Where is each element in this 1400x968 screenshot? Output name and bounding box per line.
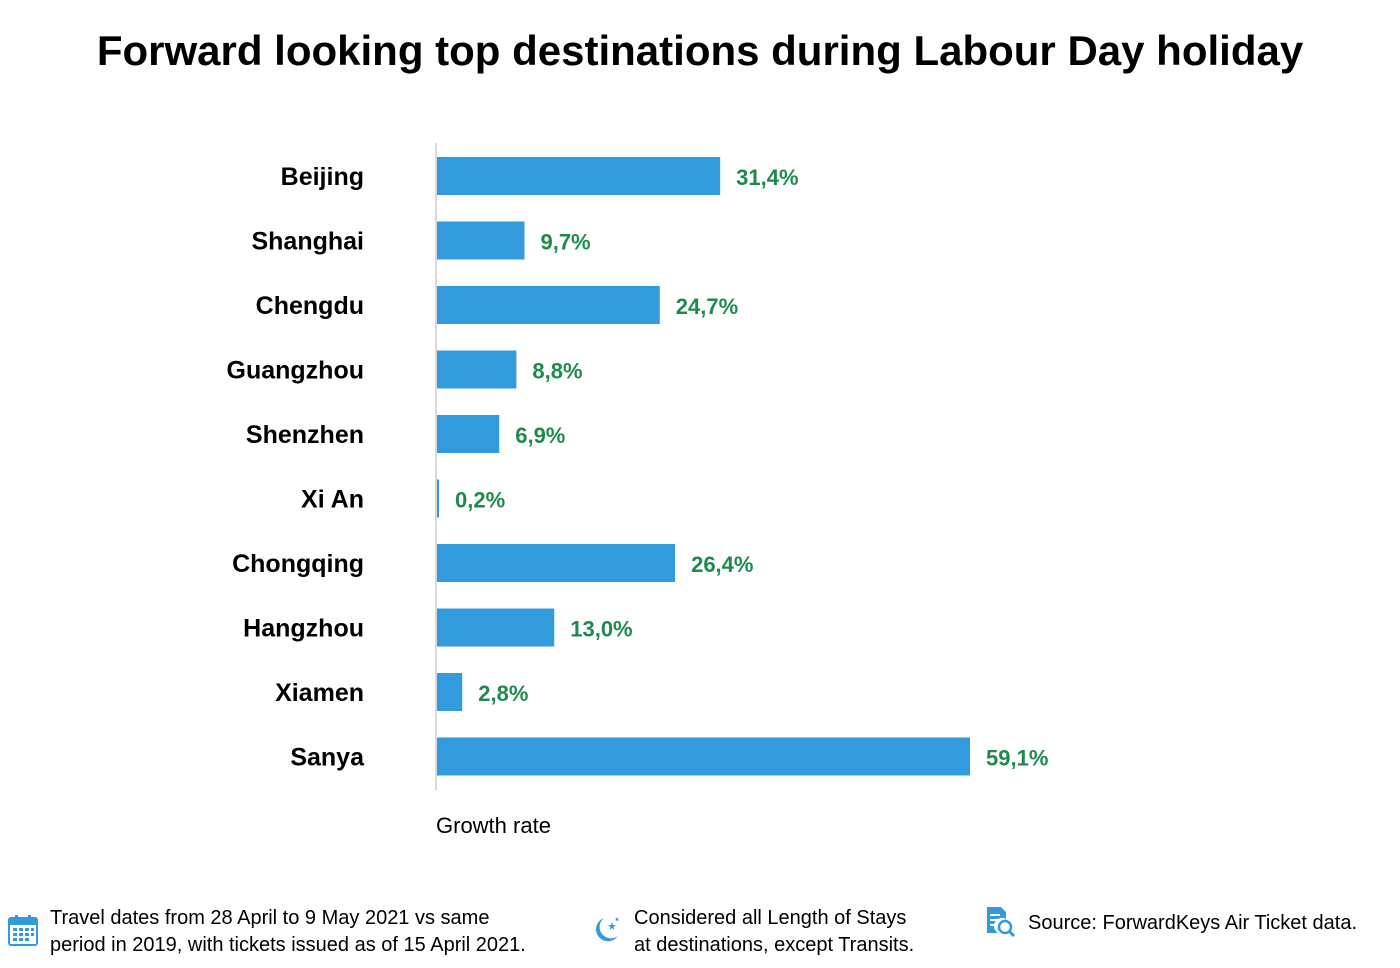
data-label: 31,4% [736,165,798,190]
category-label: Xiamen [275,679,364,707]
data-label: 9,7% [540,230,590,255]
category-label: Beijing [281,163,364,191]
bar [437,415,500,453]
data-label: 13,0% [570,617,632,642]
category-label: Guangzhou [227,357,364,385]
bar-chart: Beijing 31,4% Shanghai 9,7% Chengdu 24,7% Guan… [227,143,1048,838]
document-search-icon [984,905,1016,942]
bar [437,544,676,582]
footer-travel-dates-line-2: period in 2019, with tickets issued as o… [50,934,526,956]
moon-stars-icon [590,914,622,951]
bar [437,608,555,647]
data-label: 8,8% [532,359,582,384]
category-label: Shenzhen [246,421,364,449]
category-label: Xi An [301,486,364,514]
category-label: Chengdu [256,292,364,320]
category-label: Hangzhou [243,615,364,643]
data-label: 0,2% [455,488,505,513]
footer-source-line-1: Source: ForwardKeys Air Ticket data. [1028,912,1358,934]
footer-length-of-stay: Considered all Length of Stays at destin… [590,905,914,959]
data-label: 59,1% [986,746,1048,771]
footer-travel-dates-line-1: Travel dates from 28 April to 9 May 2021… [50,907,490,929]
data-label: 6,9% [515,423,565,448]
category-label: Chongqing [232,550,364,578]
category-label: Sanya [290,744,365,772]
bar [437,286,660,324]
data-label: 24,7% [676,294,738,319]
footer-length-of-stay-line-2: at destinations, except Transits. [634,934,915,956]
x-axis-title: Growth rate [436,813,551,838]
category-label: Shanghai [251,228,364,256]
bar [437,157,721,195]
bar [437,350,517,389]
data-label: 26,4% [691,552,753,577]
bar [437,737,970,776]
chart-title: Forward looking top destinations during … [96,27,1304,74]
bar [437,479,439,518]
footer-travel-dates: Travel dates from 28 April to 9 May 2021… [8,905,526,959]
footer-source: Source: ForwardKeys Air Ticket data. [984,905,1357,942]
footer-length-of-stay-line-1: Considered all Length of Stays [634,907,907,929]
calendar-icon [8,914,38,951]
data-label: 2,8% [478,681,528,706]
bar [437,221,525,260]
bar [437,673,463,711]
